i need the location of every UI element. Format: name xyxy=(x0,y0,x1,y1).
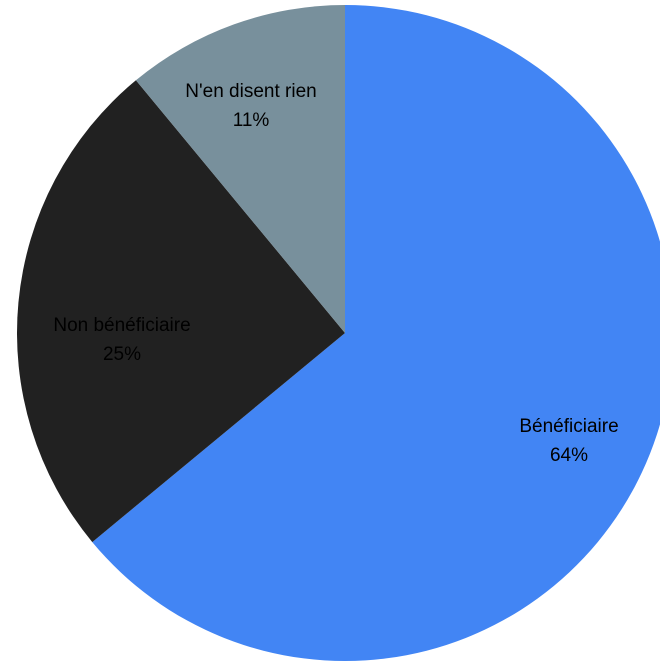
slice-label-beneficiaire: Bénéficiaire xyxy=(519,416,618,437)
pie-slice-non-beneficiaire xyxy=(16,80,345,543)
slice-label-non-beneficiaire: Non bénéficiaire xyxy=(53,315,190,336)
pie-slice-beneficiaire xyxy=(92,5,660,661)
pie-labels: Bénéficiaire 64% Non bénéficiaire 25% N'en d… xyxy=(53,81,618,466)
slice-percent-non-beneficiaire: 25% xyxy=(103,344,141,365)
pie-slices xyxy=(16,5,660,661)
slice-percent-beneficiaire: 64% xyxy=(550,445,588,466)
slice-label-n-en-disent-rien: N'en disent rien xyxy=(185,81,316,102)
pie-slice-n-en-disent-rien xyxy=(135,5,345,333)
slice-percent-n-en-disent-rien: 11% xyxy=(233,110,270,131)
